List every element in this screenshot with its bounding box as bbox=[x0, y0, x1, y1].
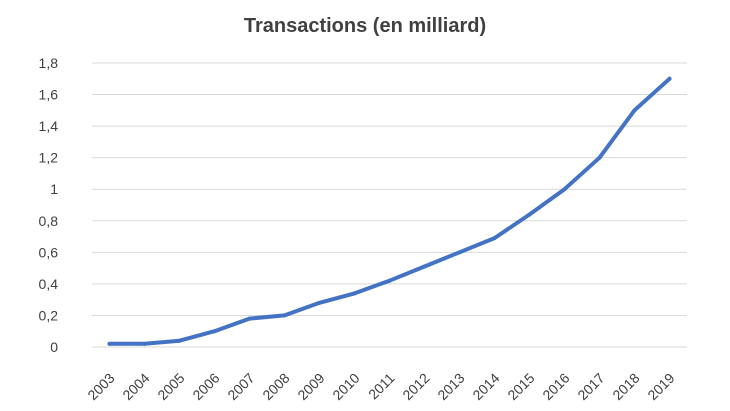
x-tick-label: 2005 bbox=[154, 370, 187, 403]
x-tick-label: 2011 bbox=[365, 370, 398, 403]
x-tick-label: 2014 bbox=[469, 370, 502, 403]
x-tick-label: 2003 bbox=[84, 370, 117, 403]
x-tick-label: 2017 bbox=[574, 370, 607, 403]
chart-title: Transactions (en milliard) bbox=[244, 15, 486, 37]
data-point bbox=[632, 108, 637, 113]
data-point bbox=[387, 278, 392, 283]
data-point bbox=[562, 187, 567, 192]
x-tick-label: 2004 bbox=[119, 370, 152, 403]
x-tick-label: 2016 bbox=[539, 370, 572, 403]
x-tick-label: 2006 bbox=[189, 370, 222, 403]
y-tick-label: 1,2 bbox=[39, 150, 59, 166]
y-tick-label: 1,6 bbox=[39, 87, 59, 103]
x-tick-label: 2015 bbox=[504, 370, 537, 403]
y-tick-label: 0 bbox=[50, 339, 58, 355]
x-tick-label: 2013 bbox=[434, 370, 467, 403]
y-tick-label: 0,6 bbox=[39, 244, 59, 260]
y-tick-label: 1,8 bbox=[39, 55, 59, 71]
data-point bbox=[282, 313, 287, 318]
data-point bbox=[422, 264, 427, 269]
data-point bbox=[597, 155, 602, 160]
x-tick-label: 2009 bbox=[294, 370, 327, 403]
y-tick-label: 1,4 bbox=[39, 118, 59, 134]
data-point bbox=[142, 341, 147, 346]
x-tick-label: 2007 bbox=[224, 370, 257, 403]
data-point bbox=[317, 300, 322, 305]
data-point bbox=[492, 236, 497, 241]
data-point bbox=[667, 76, 672, 81]
gridlines bbox=[92, 62, 687, 348]
y-axis-ticks: 0 0,2 0,4 0,6 0,8 1 1,2 1,4 1,6 1,8 bbox=[39, 55, 59, 355]
x-tick-label: 2019 bbox=[644, 370, 677, 403]
y-tick-label: 0,4 bbox=[39, 276, 59, 292]
x-tick-label: 2010 bbox=[329, 370, 362, 403]
x-tick-label: 2018 bbox=[609, 370, 642, 403]
series-lines bbox=[107, 76, 672, 346]
data-point bbox=[527, 212, 532, 217]
data-point bbox=[247, 316, 252, 321]
y-tick-label: 0,2 bbox=[39, 307, 59, 323]
x-axis-ticks: 2003 2004 2005 2006 2007 2008 2009 2010 2011 2012… bbox=[84, 370, 677, 403]
series-line bbox=[107, 76, 672, 346]
y-tick-label: 0,8 bbox=[39, 213, 59, 229]
data-point bbox=[457, 250, 462, 255]
data-point bbox=[212, 329, 217, 334]
x-tick-label: 2012 bbox=[399, 370, 432, 403]
data-point bbox=[352, 291, 357, 296]
y-tick-label: 1 bbox=[50, 181, 58, 197]
data-point bbox=[177, 338, 182, 343]
x-tick-label: 2008 bbox=[259, 370, 292, 403]
data-point bbox=[107, 341, 112, 346]
